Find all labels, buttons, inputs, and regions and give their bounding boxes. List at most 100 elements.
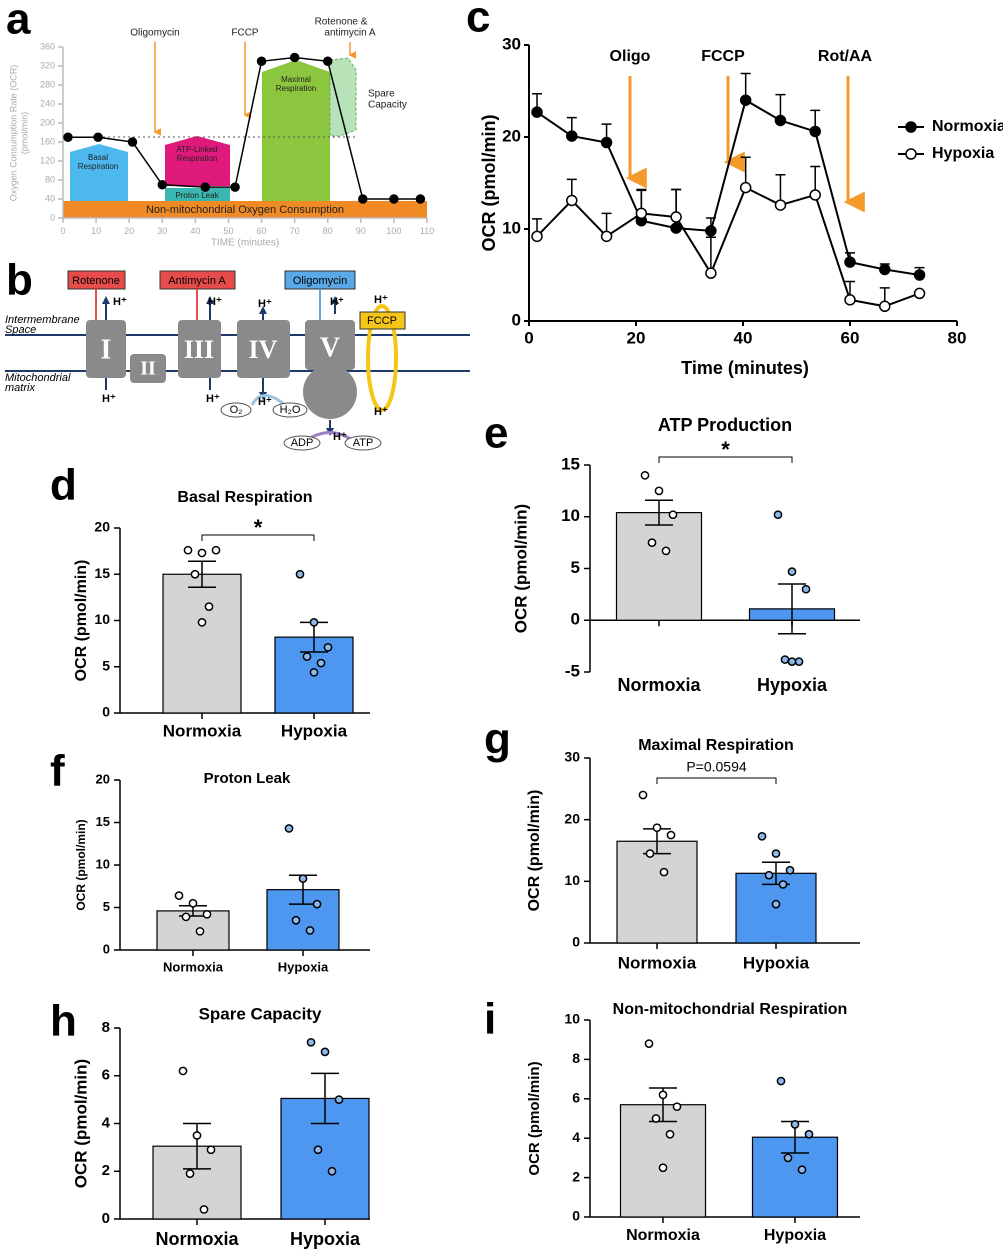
- y-tick-label: 6: [572, 1090, 580, 1106]
- panel-label: h: [50, 997, 77, 1046]
- y-tick-label: 0: [50, 212, 55, 222]
- y-axis-label: OCR (pmol/min): [526, 790, 543, 912]
- y-tick-label: 80: [45, 174, 55, 184]
- x-tick-label: Normoxia: [155, 1229, 239, 1249]
- point: [879, 300, 891, 313]
- legend-marker: [905, 121, 917, 133]
- data-point: [661, 546, 671, 556]
- point: [531, 230, 543, 243]
- significance-bracket: [201, 534, 315, 541]
- molecule-oval: [272, 402, 308, 418]
- proton: H⁺: [258, 298, 272, 310]
- data-point: [668, 510, 678, 520]
- data-point: [665, 1129, 675, 1139]
- complex: [305, 320, 355, 370]
- data-point: [202, 909, 212, 919]
- complex-label: IV: [249, 335, 278, 364]
- error-bar: [311, 1072, 339, 1125]
- data-point: [666, 830, 676, 840]
- schematic-shapes: [63, 42, 427, 218]
- data-point: [174, 891, 184, 900]
- data-point: [672, 1102, 682, 1112]
- point: [670, 211, 682, 223]
- y-axis-label: OCR (pmol/min): [526, 1061, 543, 1175]
- chart-title: Maximal Respiration: [638, 737, 794, 754]
- x-tick-label: Normoxia: [617, 675, 701, 695]
- x-tick-label: 80: [948, 329, 967, 348]
- y-axis-label: OCR (pmol/min): [73, 560, 90, 682]
- y-tick-label: 0: [102, 704, 110, 720]
- y-tick-label: 30: [564, 749, 580, 765]
- molecule: O₂: [230, 404, 243, 416]
- y-tick-label: 20: [94, 519, 110, 535]
- x-axis-label: Time (minutes): [681, 358, 809, 378]
- error-bar: [645, 499, 673, 526]
- legend-label: Hypoxia: [932, 145, 994, 162]
- legend-marker: [905, 148, 917, 160]
- point: [157, 180, 168, 190]
- maximal-area: [262, 60, 330, 201]
- annotation: Oligomycin: [130, 28, 179, 39]
- x-axis-label: TIME (minutes): [211, 238, 279, 249]
- y-tick-label: 4: [102, 1114, 111, 1131]
- annotation: Spare: [368, 89, 395, 100]
- proton: H⁺: [208, 296, 222, 308]
- point: [200, 182, 211, 192]
- x-tick-label: 40: [190, 226, 200, 236]
- y-tick-label: 40: [45, 193, 55, 203]
- data-point: [658, 1163, 668, 1173]
- x-tick-label: Normoxia: [163, 959, 224, 974]
- point: [844, 294, 856, 306]
- y-tick-label: 20: [564, 810, 580, 826]
- data-point: [776, 1076, 786, 1086]
- data-point: [647, 538, 657, 547]
- y-axis-label: OCR (pmol/min): [479, 115, 499, 252]
- error-bar: [705, 236, 716, 274]
- x-tick-label: 40: [734, 329, 753, 348]
- annotation: Respiration: [276, 84, 316, 93]
- complex: [237, 320, 290, 378]
- annotation: ATP-Linked: [176, 145, 217, 154]
- significance-bracket: [658, 456, 793, 463]
- x-tick-label: Hypoxia: [281, 721, 348, 740]
- point: [705, 225, 717, 237]
- point: [809, 125, 821, 138]
- complex-label: II: [140, 358, 156, 380]
- annotation: Proton Leak: [175, 191, 219, 200]
- complex: [178, 320, 221, 378]
- inhibitor: Rotenone: [72, 275, 120, 287]
- data-point: [199, 1205, 209, 1214]
- error-bar: [778, 583, 806, 635]
- data-point: [211, 545, 221, 555]
- data-point: [640, 471, 650, 480]
- molecule: ATP: [353, 437, 374, 449]
- x-tick-label: 0: [60, 226, 65, 236]
- data-point: [181, 912, 191, 922]
- panel-label: b: [6, 256, 33, 305]
- x-tick-label: 0: [524, 329, 533, 348]
- inhibit-line: [90, 289, 102, 323]
- y-tick-label: 280: [40, 79, 55, 89]
- data-point: [780, 655, 790, 664]
- y-tick-label: 8: [572, 1050, 580, 1066]
- annotation: Rotenone &: [315, 17, 368, 28]
- data-point: [190, 569, 200, 579]
- data-point: [787, 567, 797, 576]
- panel-label: d: [50, 461, 77, 510]
- chart-title: Basal Respiration: [177, 489, 312, 506]
- etc-diagram: Intermembrane Space Mitochondrial matrix…: [5, 270, 470, 451]
- atp-area: [165, 136, 230, 186]
- complex: [303, 365, 357, 419]
- y-tick-label: 0: [572, 934, 580, 950]
- bar: [615, 512, 703, 621]
- x-tick-label: 60: [257, 226, 267, 236]
- bar: [156, 910, 230, 951]
- injection-arrows: [625, 76, 865, 213]
- x-tick-label: 90: [356, 226, 366, 236]
- y-tick-label: 2: [572, 1168, 580, 1184]
- point: [358, 194, 368, 204]
- error-bar: [188, 560, 216, 588]
- data-point: [197, 618, 207, 627]
- y-tick-label: 10: [564, 872, 580, 888]
